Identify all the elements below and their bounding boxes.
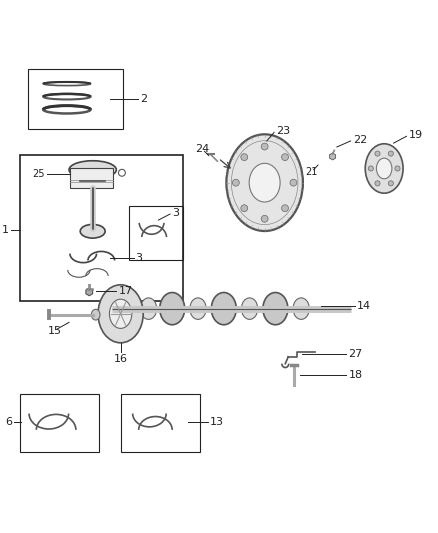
Circle shape xyxy=(261,143,268,150)
Circle shape xyxy=(241,154,248,160)
Text: 23: 23 xyxy=(276,126,290,135)
Text: 22: 22 xyxy=(353,135,367,144)
Text: 2: 2 xyxy=(140,94,147,104)
Circle shape xyxy=(261,215,268,222)
Ellipse shape xyxy=(190,298,206,319)
Circle shape xyxy=(368,166,374,171)
Text: 16: 16 xyxy=(113,354,127,364)
Circle shape xyxy=(282,205,289,212)
Circle shape xyxy=(290,179,297,186)
Text: 25: 25 xyxy=(32,168,45,179)
Bar xyxy=(28,69,123,129)
FancyBboxPatch shape xyxy=(71,167,113,188)
Circle shape xyxy=(282,154,289,160)
Circle shape xyxy=(388,181,393,186)
Circle shape xyxy=(388,151,393,156)
Ellipse shape xyxy=(241,298,258,319)
Circle shape xyxy=(241,205,248,212)
Circle shape xyxy=(375,151,380,156)
Bar xyxy=(20,394,99,452)
Ellipse shape xyxy=(80,224,105,238)
Text: 3: 3 xyxy=(136,253,143,263)
Circle shape xyxy=(395,166,400,171)
Circle shape xyxy=(233,179,239,186)
Text: 18: 18 xyxy=(349,370,363,380)
Bar xyxy=(120,394,200,452)
Text: 13: 13 xyxy=(210,417,224,427)
Ellipse shape xyxy=(293,298,309,319)
Text: 24: 24 xyxy=(195,144,209,154)
Ellipse shape xyxy=(226,134,303,231)
Ellipse shape xyxy=(376,158,392,179)
Ellipse shape xyxy=(110,299,132,328)
Text: 6: 6 xyxy=(5,417,12,427)
Circle shape xyxy=(375,181,380,186)
Text: 27: 27 xyxy=(349,349,363,359)
Ellipse shape xyxy=(160,293,185,325)
Text: 14: 14 xyxy=(357,301,371,311)
Ellipse shape xyxy=(263,293,288,325)
Ellipse shape xyxy=(92,309,100,320)
Text: 15: 15 xyxy=(48,326,62,336)
Ellipse shape xyxy=(365,144,403,193)
Text: 19: 19 xyxy=(409,130,423,140)
Ellipse shape xyxy=(141,298,157,319)
Text: 1: 1 xyxy=(2,225,9,235)
Text: 17: 17 xyxy=(118,286,133,296)
Text: 3: 3 xyxy=(172,208,179,218)
Ellipse shape xyxy=(211,293,236,325)
Text: 21: 21 xyxy=(305,167,317,177)
Bar xyxy=(129,206,183,260)
Ellipse shape xyxy=(69,161,117,179)
Ellipse shape xyxy=(249,163,280,202)
Ellipse shape xyxy=(98,285,143,343)
Bar xyxy=(20,155,183,301)
